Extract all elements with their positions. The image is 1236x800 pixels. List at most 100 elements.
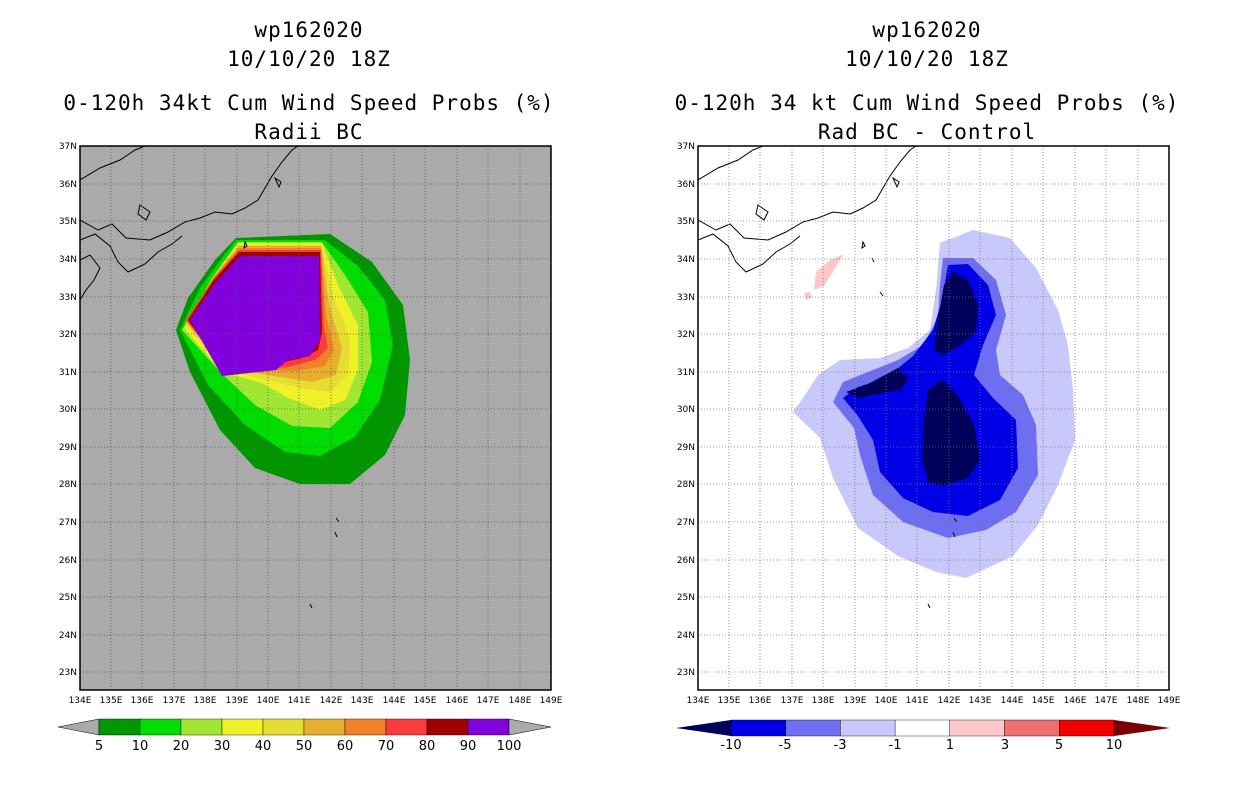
lon-label: 139E	[226, 696, 249, 706]
lat-label: 32N	[677, 330, 695, 340]
right-panel: wp162020 10/10/20 18Z 0-120h 34 kt Cum W…	[618, 0, 1236, 800]
colorbar-label: 3	[1001, 738, 1009, 753]
colorbar-swatch	[840, 719, 896, 737]
lat-label: 36N	[677, 180, 695, 190]
lat-label: 34N	[59, 255, 77, 265]
lon-label: 143E	[969, 696, 992, 706]
lon-label: 138E	[812, 696, 835, 706]
colorbar-swatch	[1059, 719, 1115, 737]
colorbar-swatch	[385, 718, 428, 736]
left-coastlines	[80, 146, 340, 609]
left-lon-labels: 134E 135E 136E 137E 138E 139E 140E 141E …	[69, 696, 563, 706]
left-lat-labels: 23N 24N 25N 26N 27N 28N 29N 30N 31N 32N …	[59, 142, 77, 678]
left-colorbar: 5 10 20 30 40 50 60 70 80 90 100	[57, 718, 552, 754]
colorbar-label: -10	[720, 738, 741, 753]
lat-label: 37N	[59, 142, 77, 152]
colorbar-label: -3	[834, 738, 847, 753]
left-gridlines	[80, 146, 551, 690]
colorbar-label: -5	[779, 738, 792, 753]
lon-label: 135E	[718, 696, 741, 706]
colorbar-high-arrow	[1114, 720, 1170, 736]
lon-label: 145E	[414, 696, 437, 706]
lon-label: 149E	[540, 696, 563, 706]
diff-contour-plus-1	[814, 254, 844, 290]
lon-label: 140E	[875, 696, 898, 706]
colorbar-swatch	[785, 719, 841, 737]
colorbar-label: 90	[460, 739, 477, 754]
lon-label: 139E	[844, 696, 867, 706]
colorbar-low-arrow	[676, 720, 731, 736]
lat-label: 29N	[677, 443, 695, 453]
colorbar-swatch	[303, 718, 346, 736]
lat-label: 32N	[59, 330, 77, 340]
lat-label: 26N	[677, 556, 695, 566]
right-map: 23N 24N 25N 26N 27N 28N 29N 30N 31N 32N …	[676, 142, 1181, 753]
lat-label: 30N	[59, 405, 77, 415]
colorbar-label: 10	[132, 739, 149, 754]
lat-label: 31N	[59, 368, 77, 378]
diff-contour-minus-10-south	[922, 380, 980, 486]
right-coastlines	[698, 146, 958, 609]
lon-label: 134E	[69, 696, 92, 706]
lat-label: 27N	[59, 518, 77, 528]
lat-label: 33N	[677, 293, 695, 303]
lon-label: 145E	[1032, 696, 1055, 706]
left-probability-field	[176, 234, 410, 484]
colorbar-swatch	[262, 718, 305, 736]
right-gridlines	[698, 146, 1169, 690]
colorbar-low-arrow	[57, 718, 100, 736]
colorbar-label: 20	[173, 739, 190, 754]
lat-label: 27N	[677, 518, 695, 528]
lat-label: 24N	[677, 631, 695, 641]
colorbar-swatch	[730, 719, 786, 737]
lon-label: 137E	[163, 696, 186, 706]
lon-label: 142E	[320, 696, 343, 706]
lat-label: 26N	[59, 556, 77, 566]
lon-label: 142E	[938, 696, 961, 706]
lon-label: 144E	[383, 696, 406, 706]
left-datetime: 10/10/20 18Z	[227, 47, 391, 71]
right-lat-labels: 23N 24N 25N 26N 27N 28N 29N 30N 31N 32N …	[677, 142, 695, 678]
lon-label: 143E	[351, 696, 374, 706]
lat-label: 35N	[677, 217, 695, 227]
right-map-frame	[697, 145, 1170, 691]
colorbar-label: 50	[296, 739, 313, 754]
colorbar-label: 5	[1055, 738, 1063, 753]
lat-label: 29N	[59, 443, 77, 453]
colorbar-swatch	[139, 718, 182, 736]
colorbar-label: 100	[497, 739, 522, 754]
lat-label: 36N	[59, 180, 77, 190]
lon-label: 146E	[446, 696, 469, 706]
colorbar-swatch	[1004, 719, 1060, 737]
colorbar-high-arrow	[508, 718, 552, 736]
left-map: 23N 24N 25N 26N 27N 28N 29N 30N 31N 32N …	[57, 142, 563, 754]
lat-label: 31N	[677, 368, 695, 378]
lon-label: 140E	[257, 696, 280, 706]
lat-label: 25N	[59, 593, 77, 603]
diff-contour-plus-1b	[804, 292, 812, 300]
lat-label: 37N	[677, 142, 695, 152]
right-chart-subtitle: Rad BC - Control	[817, 120, 1037, 144]
lat-label: 25N	[677, 593, 695, 603]
left-storm-id: wp162020	[254, 18, 364, 42]
colorbar-label: 1	[946, 738, 954, 753]
right-storm-id: wp162020	[872, 18, 982, 42]
lat-label: 28N	[59, 480, 77, 490]
lon-label: 146E	[1064, 696, 1087, 706]
lat-label: 34N	[677, 255, 695, 265]
right-colorbar: -10 -5 -3 -1 1 3 5 10	[676, 719, 1170, 753]
lon-label: 137E	[781, 696, 804, 706]
prob-contour-90	[190, 256, 320, 376]
lat-label: 35N	[59, 217, 77, 227]
lon-label: 141E	[906, 696, 929, 706]
lon-label: 134E	[687, 696, 710, 706]
colorbar-swatch	[949, 719, 1005, 737]
left-panel: wp162020 10/10/20 18Z 0-120h 34kt Cum Wi…	[57, 18, 563, 754]
colorbar-label: 60	[337, 739, 354, 754]
colorbar-label: 10	[1106, 738, 1123, 753]
lat-label: 23N	[677, 668, 695, 678]
lon-label: 149E	[1158, 696, 1181, 706]
colorbar-label: 5	[95, 739, 103, 754]
lon-label: 138E	[194, 696, 217, 706]
right-datetime: 10/10/20 18Z	[845, 47, 1009, 71]
